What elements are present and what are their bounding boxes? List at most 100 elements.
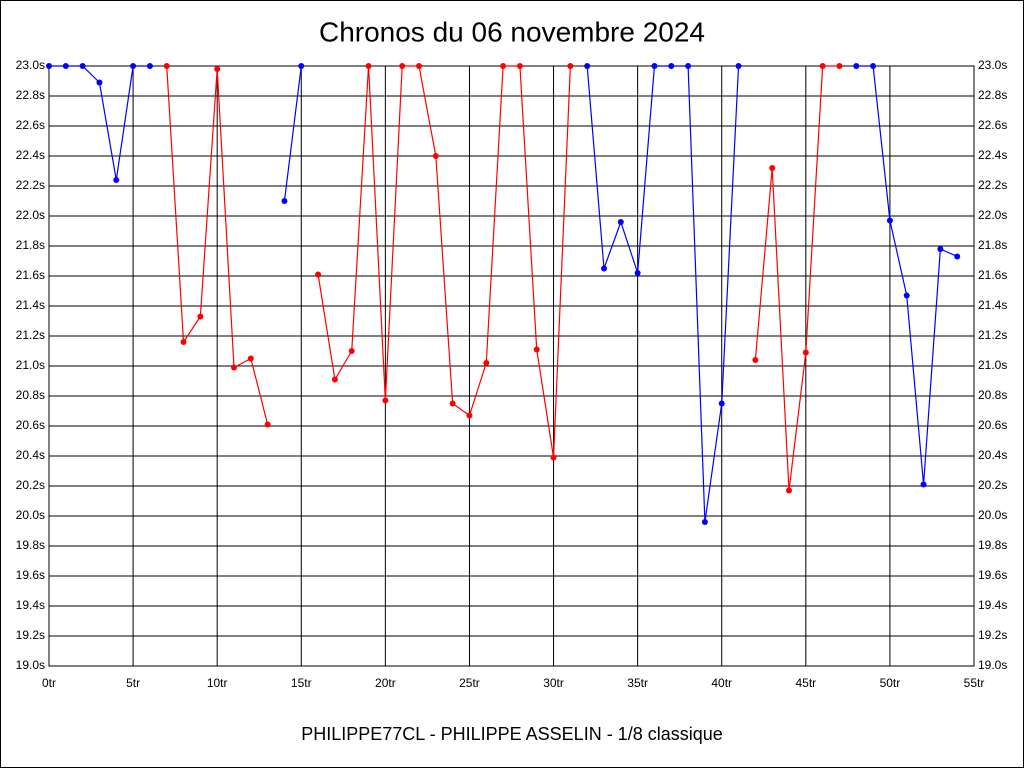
- y-tick-label: 22.4s: [16, 148, 45, 162]
- x-tick-label: 10tr: [207, 676, 228, 690]
- y2-tick-label: 19.0s: [978, 658, 1007, 672]
- data-point: [180, 339, 187, 345]
- x-axis-label: PHILIPPE77CL - PHILIPPE ASSELIN - 1/8 cl…: [301, 724, 723, 744]
- data-point: [315, 271, 322, 278]
- y-tick-label: 20.2s: [16, 478, 45, 492]
- y-tick-label: 22.2s: [16, 178, 45, 192]
- y-tick-label: 23.0s: [16, 58, 45, 72]
- y-tick-label: 19.2s: [16, 628, 45, 642]
- data-point: [735, 63, 742, 69]
- data-point: [483, 360, 490, 366]
- data-point: [298, 63, 305, 69]
- x-tick-label: 5tr: [126, 676, 140, 690]
- data-point: [146, 63, 153, 69]
- data-point: [46, 63, 52, 69]
- x-tick-label: 35tr: [627, 676, 648, 690]
- y2-tick-label: 23.0s: [978, 58, 1007, 72]
- y2-tick-label: 22.8s: [978, 88, 1007, 102]
- data-point: [264, 421, 271, 428]
- data-point: [365, 63, 372, 69]
- x-tick-label: 0tr: [42, 676, 56, 690]
- data-point: [567, 63, 574, 69]
- x-tick-label: 40tr: [711, 676, 732, 690]
- data-point: [62, 63, 69, 69]
- data-point: [701, 519, 708, 525]
- data-point: [853, 63, 860, 69]
- data-point: [516, 63, 523, 69]
- data-point: [281, 198, 288, 204]
- y2-tick-label: 21.0s: [978, 358, 1007, 372]
- x-tick-label: 50tr: [880, 676, 901, 690]
- data-point: [247, 355, 254, 362]
- y2-tick-label: 20.0s: [978, 508, 1007, 522]
- data-point: [163, 63, 170, 69]
- data-point: [96, 79, 103, 86]
- y-tick-label: 20.0s: [16, 508, 45, 522]
- y-tick-label: 22.6s: [16, 118, 45, 132]
- data-point: [331, 376, 338, 383]
- data-point: [348, 348, 355, 354]
- y2-tick-label: 20.4s: [978, 448, 1007, 462]
- y-tick-label: 19.4s: [16, 598, 45, 612]
- data-point: [651, 63, 658, 69]
- data-point: [954, 253, 961, 260]
- data-point: [214, 66, 221, 72]
- data-point: [752, 357, 759, 363]
- x-tick-label: 30tr: [543, 676, 564, 690]
- y-tick-label: 21.6s: [16, 268, 45, 282]
- data-point: [937, 246, 944, 252]
- data-point: [617, 219, 624, 225]
- y2-tick-label: 22.2s: [978, 178, 1007, 192]
- y-tick-label: 21.8s: [16, 238, 45, 252]
- y2-tick-label: 19.6s: [978, 568, 1007, 582]
- data-point: [903, 292, 910, 299]
- data-point: [231, 364, 237, 371]
- y2-tick-label: 19.8s: [978, 538, 1007, 552]
- y2-tick-label: 19.4s: [978, 598, 1007, 612]
- data-point: [399, 63, 406, 69]
- y2-tick-label: 21.6s: [978, 268, 1007, 282]
- data-point: [130, 63, 137, 69]
- y-tick-label: 19.6s: [16, 568, 45, 582]
- y-tick-label: 20.8s: [16, 388, 45, 402]
- y-tick-label: 20.6s: [16, 418, 45, 432]
- data-point: [601, 265, 607, 272]
- data-point: [113, 177, 120, 183]
- chart-title: Chronos du 06 novembre 2024: [319, 16, 705, 47]
- y2-tick-label: 20.6s: [978, 418, 1007, 432]
- data-point: [432, 153, 439, 159]
- y-tick-label: 19.8s: [16, 538, 45, 552]
- x-tick-label: 20tr: [375, 676, 396, 690]
- data-point: [870, 63, 877, 69]
- data-point: [533, 346, 540, 353]
- y2-tick-label: 22.4s: [978, 148, 1007, 162]
- data-point: [920, 481, 927, 488]
- data-point: [449, 400, 456, 407]
- data-point: [836, 63, 843, 69]
- data-point: [668, 63, 675, 69]
- data-point: [685, 63, 692, 69]
- data-point: [718, 400, 725, 407]
- y2-tick-label: 22.0s: [978, 208, 1007, 222]
- y2-tick-label: 21.4s: [978, 298, 1007, 312]
- y2-tick-label: 22.6s: [978, 118, 1007, 132]
- y-tick-label: 22.0s: [16, 208, 45, 222]
- data-point: [802, 349, 809, 356]
- y2-tick-label: 21.2s: [978, 328, 1007, 342]
- data-point: [416, 63, 422, 69]
- data-point: [550, 454, 557, 461]
- y-tick-label: 19.0s: [16, 658, 45, 672]
- y2-tick-label: 19.2s: [978, 628, 1007, 642]
- data-point: [786, 487, 792, 494]
- y-tick-label: 21.2s: [16, 328, 45, 342]
- y-tick-label: 20.4s: [16, 448, 45, 462]
- data-point: [886, 217, 893, 224]
- x-tick-label: 25tr: [459, 676, 480, 690]
- data-point: [500, 63, 507, 69]
- x-tick-label: 55tr: [964, 676, 985, 690]
- data-point: [634, 270, 641, 276]
- y2-tick-label: 20.2s: [978, 478, 1007, 492]
- data-point: [197, 313, 204, 320]
- y-tick-label: 21.0s: [16, 358, 45, 372]
